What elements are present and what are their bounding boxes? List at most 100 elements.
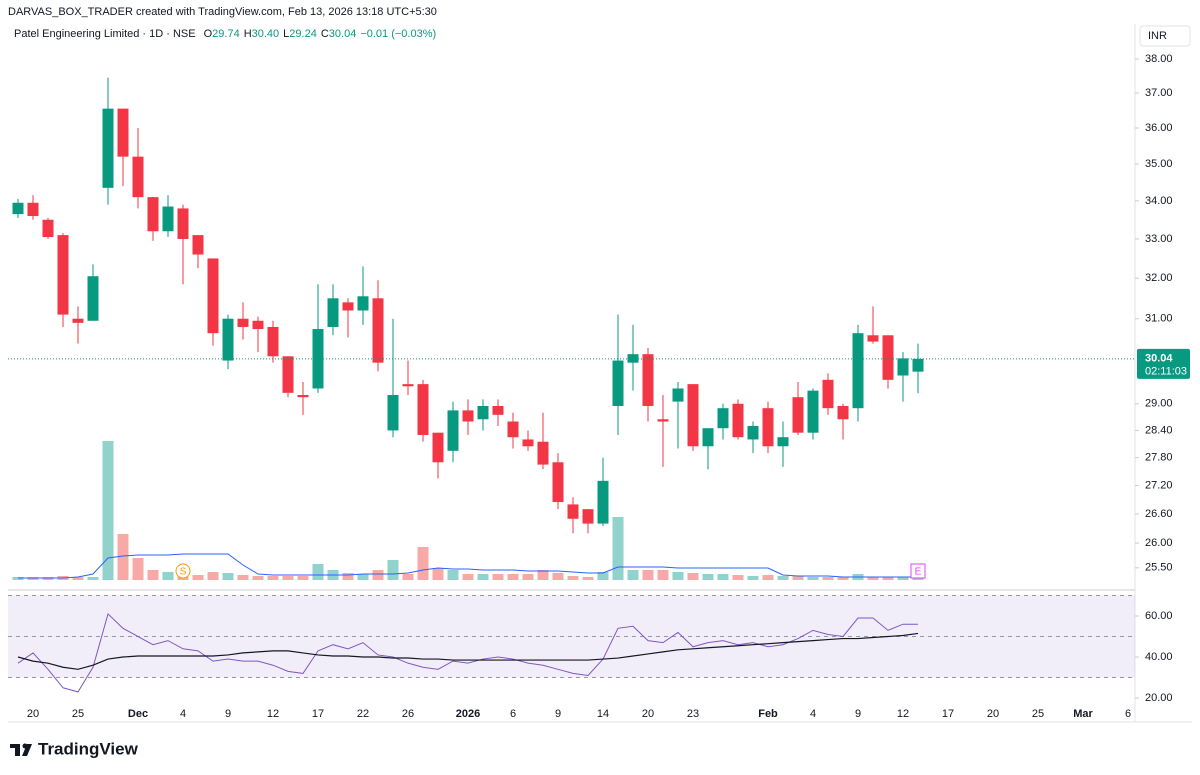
x-tick-label: 9	[225, 708, 231, 720]
volume-bar	[657, 570, 669, 580]
volume-bar	[342, 573, 354, 580]
x-tick-label: 25	[1032, 708, 1044, 720]
volume-bar	[882, 577, 894, 580]
y-tick-label: 37.00	[1145, 87, 1173, 99]
candle-body	[162, 206, 174, 232]
y-tick-label: 36.00	[1145, 122, 1173, 134]
candle-body	[252, 320, 264, 330]
candle-body	[597, 480, 609, 524]
volume-bar	[417, 547, 429, 580]
volume-bar	[432, 568, 444, 580]
x-tick-label: 20	[27, 708, 39, 720]
candle-body	[357, 296, 369, 311]
volume-bar	[732, 575, 744, 580]
volume-bar	[372, 570, 384, 580]
currency[interactable]: INR	[1148, 30, 1167, 42]
y-tick-label: 29.00	[1145, 398, 1173, 410]
candle-body	[582, 509, 594, 524]
candle-body	[372, 298, 384, 363]
volume-bar	[867, 577, 879, 580]
x-tick-label: 26	[402, 708, 414, 720]
x-tick-label: Dec	[128, 708, 148, 720]
candle-body	[537, 441, 549, 465]
volume-bar	[642, 570, 654, 580]
volume-bar	[357, 574, 369, 580]
volume-bar	[687, 573, 699, 580]
y-tick-label: 26.60	[1145, 508, 1173, 520]
event-marker[interactable]	[910, 563, 926, 579]
candle-body	[192, 235, 204, 255]
ohlc-label: L	[283, 28, 289, 40]
candle-body	[72, 318, 84, 323]
ohlc-value: 30.04	[329, 28, 357, 40]
rsi-ma-line	[17, 632, 919, 670]
candle-body	[327, 298, 339, 327]
volume-bar	[387, 560, 399, 580]
volume-bar	[567, 576, 579, 580]
currency-box[interactable]	[1139, 25, 1191, 47]
volume-bar	[192, 575, 204, 580]
volume-bar	[822, 577, 834, 580]
event-marker[interactable]	[175, 563, 191, 579]
volume-bar	[762, 575, 774, 580]
countdown: 02:11:03	[1145, 366, 1187, 378]
volume-bar	[162, 572, 174, 580]
x-tick-label: 9	[555, 708, 561, 720]
candle-body	[867, 335, 879, 342]
volume-bar	[702, 574, 714, 580]
x-tick-label: 6	[1125, 708, 1131, 720]
symbol-title[interactable]: Patel Engineering Limited · 1D · NSE	[14, 28, 196, 40]
candle-body	[12, 202, 24, 215]
rsi-y-tick-label: 20.00	[1145, 692, 1173, 704]
volume-bar	[87, 577, 99, 580]
y-tick-label: 28.40	[1145, 424, 1173, 436]
candle-body	[732, 403, 744, 438]
candle-body	[447, 410, 459, 451]
candle-body	[237, 318, 249, 327]
y-tick-label: 27.20	[1145, 479, 1173, 491]
volume-bar	[582, 577, 594, 580]
volume-bar	[717, 574, 729, 580]
candle-body	[747, 425, 759, 440]
ohlc-label: H	[244, 28, 252, 40]
brand-logo: TradingView	[10, 739, 139, 758]
candle-body	[417, 384, 429, 435]
attribution: DARVAS_BOX_TRADER created with TradingVi…	[8, 6, 437, 18]
candle-body	[807, 390, 819, 433]
candle-body	[837, 405, 849, 420]
volume-bar	[267, 576, 279, 580]
volume-bar	[117, 534, 129, 580]
x-tick-label: 4	[180, 708, 186, 720]
candle-body	[207, 258, 219, 334]
volume-bar	[672, 572, 684, 580]
x-tick-label: 12	[897, 708, 909, 720]
ohlc-label: O	[204, 28, 213, 40]
candle-body	[147, 197, 159, 232]
candle-body	[612, 360, 624, 406]
brand: TradingView	[38, 739, 139, 758]
volume-bar	[792, 576, 804, 580]
last-price-box	[1137, 348, 1190, 379]
candle-body	[567, 504, 579, 519]
y-tick-label: 27.80	[1145, 452, 1173, 464]
volume-bar	[507, 574, 519, 580]
volume-bar	[522, 574, 534, 580]
volume-bar	[477, 574, 489, 580]
candle-body	[552, 462, 564, 503]
x-tick-label: 22	[357, 708, 369, 720]
event-label: S	[180, 567, 187, 578]
candle-body	[522, 439, 534, 447]
candle-body	[702, 428, 714, 447]
volume-bar	[252, 576, 264, 580]
volume-bar	[297, 576, 309, 580]
x-tick-label: 4	[810, 708, 816, 720]
rsi-line	[17, 613, 918, 693]
event-label: E	[915, 567, 922, 578]
y-tick-label: 35.00	[1145, 158, 1173, 170]
candle-body	[432, 432, 444, 463]
candle-body	[342, 302, 354, 311]
volume-bar	[912, 578, 924, 580]
volume-bar	[552, 573, 564, 580]
volume-ma-line	[18, 553, 918, 579]
x-tick-label: 17	[312, 708, 324, 720]
